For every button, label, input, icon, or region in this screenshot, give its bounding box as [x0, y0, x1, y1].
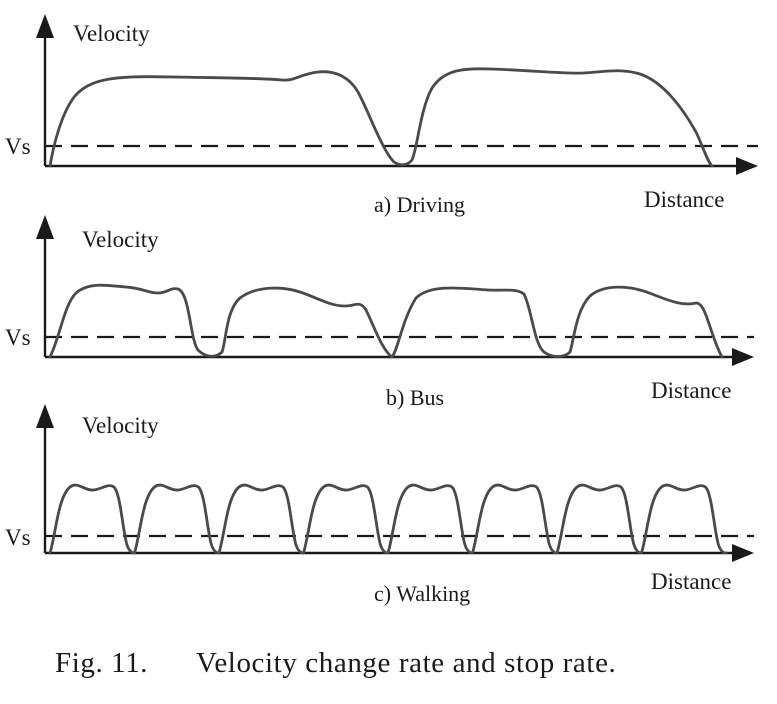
bus-velocity-curve	[48, 283, 724, 359]
panel-driving: Velocity Vs a) Driving Distance	[5, 14, 758, 217]
bus-y-axis-label: Velocity	[82, 227, 159, 252]
walking-x-arrowhead	[732, 544, 754, 562]
bus-subtitle: b) Bus	[386, 385, 444, 410]
driving-vs-label: Vs	[5, 134, 31, 159]
figure-caption: Fig. 11. Velocity change rate and stop r…	[55, 647, 616, 679]
walking-subtitle: c) Walking	[374, 581, 470, 606]
driving-y-axis-label: Velocity	[73, 21, 150, 46]
panel-bus: Velocity Vs b) Bus Distance	[5, 215, 754, 410]
driving-x-axis-label: Distance	[644, 187, 724, 212]
bus-x-arrowhead	[732, 348, 754, 366]
walking-y-axis-label: Velocity	[82, 413, 159, 438]
panel-walking: Velocity Vs c) Walking Distance	[5, 404, 754, 606]
walking-x-axis-label: Distance	[651, 569, 731, 594]
caption-text: Velocity change rate and stop rate.	[196, 647, 616, 679]
bus-x-axis-label: Distance	[651, 378, 731, 403]
driving-x-arrowhead	[736, 157, 758, 175]
driving-subtitle: a) Driving	[374, 192, 465, 217]
walking-vs-label: Vs	[5, 525, 31, 550]
caption-number: Fig. 11.	[55, 647, 148, 679]
bus-y-arrowhead	[36, 215, 54, 239]
bus-vs-label: Vs	[5, 325, 31, 350]
walking-velocity-curve	[48, 483, 728, 555]
driving-y-arrowhead	[36, 14, 54, 38]
driving-velocity-curve	[48, 67, 714, 168]
walking-y-arrowhead	[36, 404, 54, 428]
